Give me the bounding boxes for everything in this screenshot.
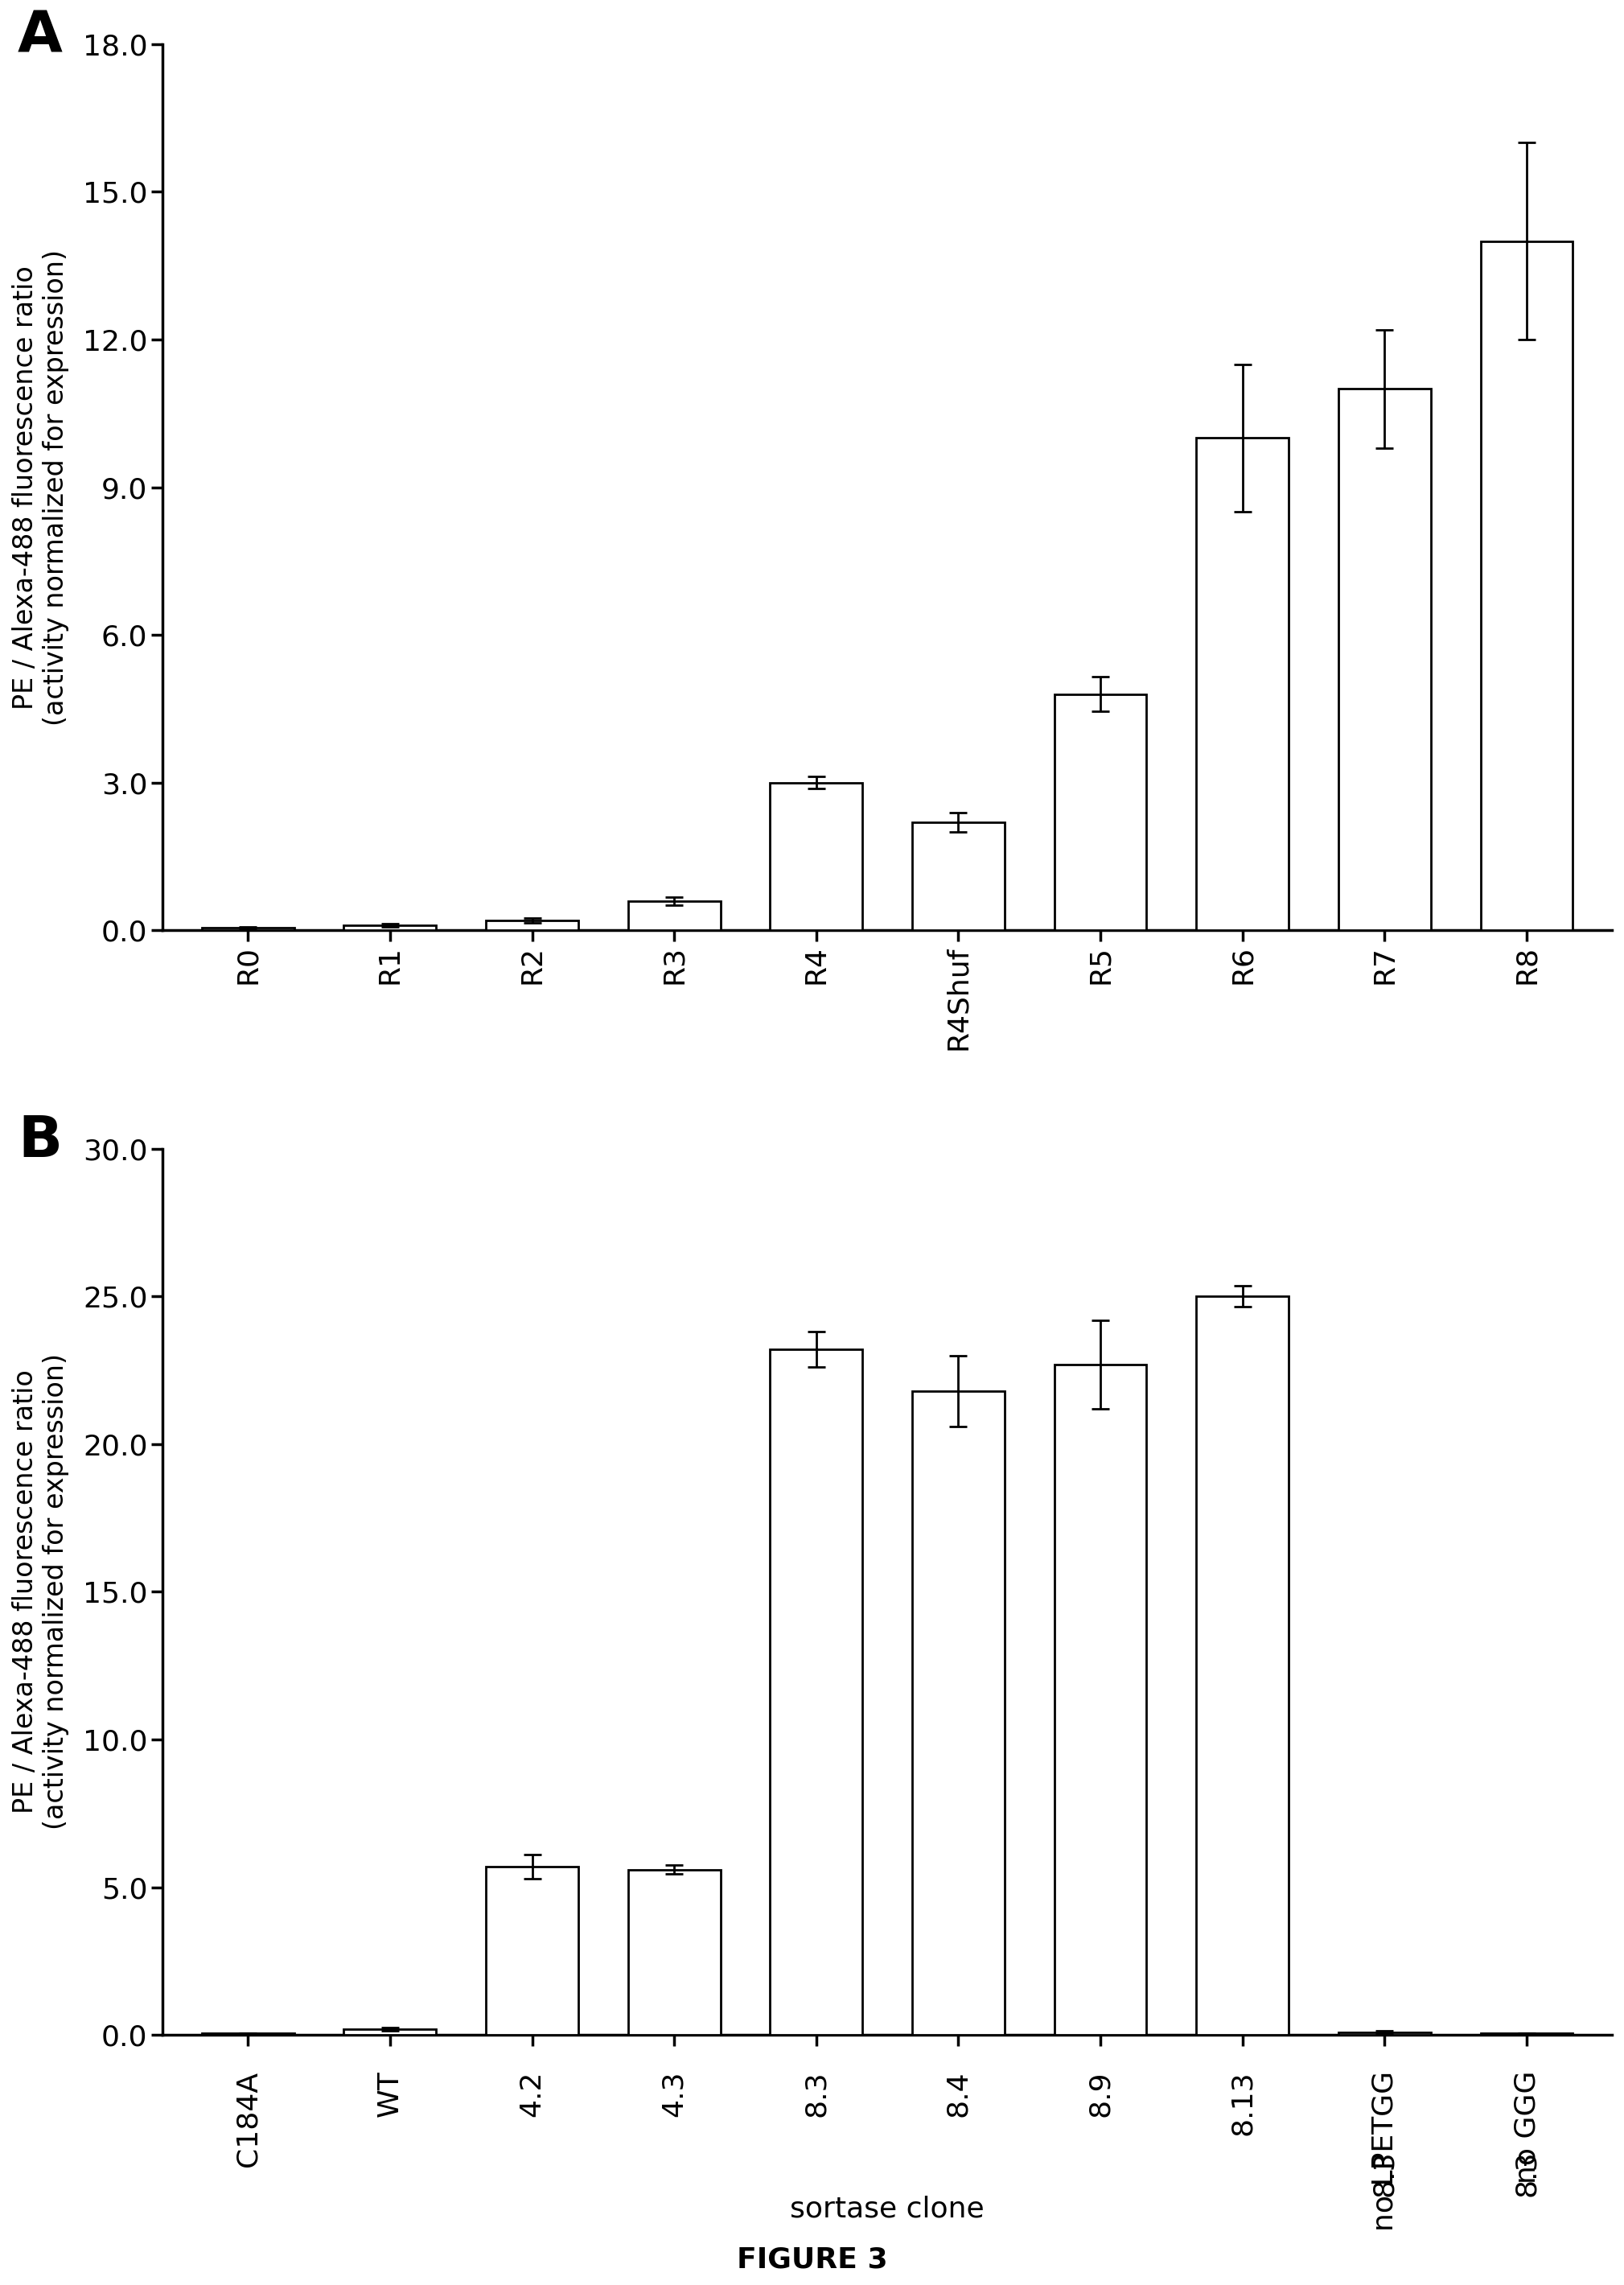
Text: 8.3: 8.3	[1514, 2150, 1540, 2196]
Text: FIGURE 3: FIGURE 3	[737, 2246, 887, 2274]
Bar	[1338, 2031, 1431, 2036]
Text: A: A	[18, 9, 63, 64]
Bar	[1481, 240, 1574, 930]
Text: 4.3: 4.3	[661, 2070, 689, 2116]
Bar	[628, 900, 721, 930]
Bar	[201, 928, 294, 930]
Text: no LPETGG: no LPETGG	[1371, 2070, 1398, 2230]
Bar	[1197, 439, 1289, 930]
Text: 8.4: 8.4	[945, 2070, 973, 2116]
Text: no GGG: no GGG	[1514, 2070, 1540, 2184]
Y-axis label: PE / Alexa-488 fluorescence ratio
(activity normalized for expression): PE / Alexa-488 fluorescence ratio (activ…	[11, 1353, 70, 1830]
Bar	[344, 925, 437, 930]
Text: 8.9: 8.9	[1086, 2070, 1114, 2116]
Bar	[913, 1392, 1005, 2036]
Bar	[486, 1867, 578, 2036]
Bar	[913, 823, 1005, 930]
Bar	[1338, 388, 1431, 930]
Text: C184A: C184A	[234, 2070, 261, 2166]
X-axis label: sortase clone: sortase clone	[791, 2196, 984, 2223]
Bar	[770, 784, 862, 930]
Bar	[344, 2029, 437, 2036]
Text: 8.3: 8.3	[1371, 2150, 1398, 2196]
Y-axis label: PE / Alexa-488 fluorescence ratio
(activity normalized for expression): PE / Alexa-488 fluorescence ratio (activ…	[11, 249, 70, 724]
Bar	[628, 1869, 721, 2036]
Text: 8.13: 8.13	[1229, 2070, 1257, 2136]
Bar	[1197, 1296, 1289, 2036]
Bar	[1054, 695, 1147, 930]
Bar	[1054, 1364, 1147, 2036]
Text: WT: WT	[377, 2070, 404, 2116]
Bar	[770, 1350, 862, 2036]
Bar	[486, 921, 578, 930]
Text: B: B	[18, 1113, 62, 1168]
Text: 8.3: 8.3	[802, 2070, 830, 2116]
Text: 4.2: 4.2	[518, 2070, 546, 2116]
